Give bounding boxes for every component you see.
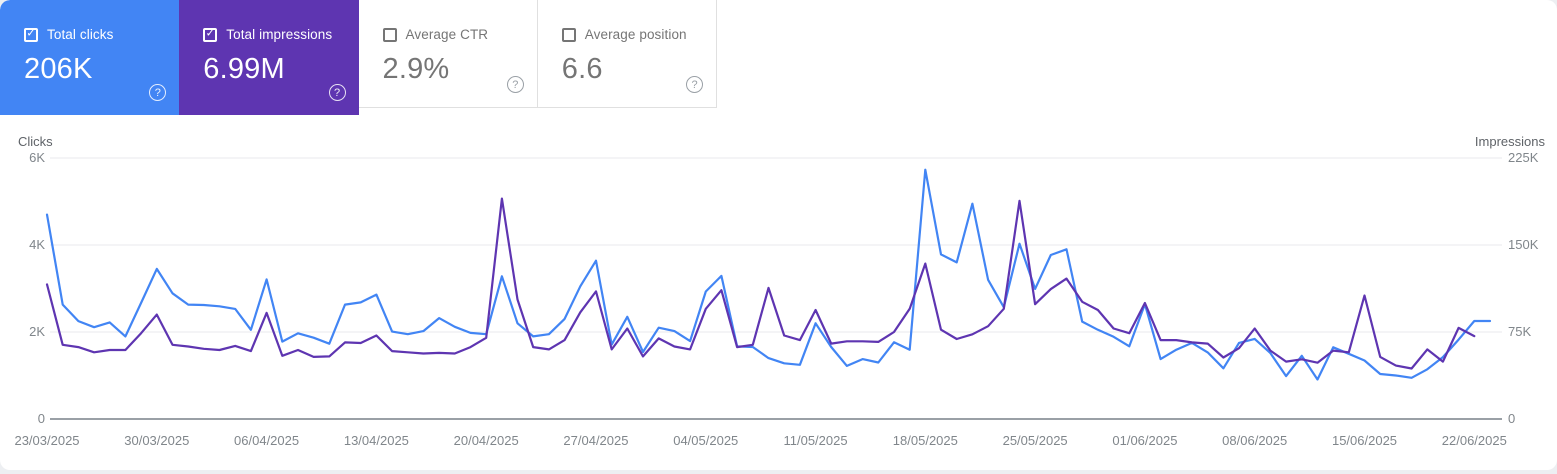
- left-axis-tick: 2K: [29, 324, 45, 339]
- right-axis-tick: 0: [1508, 411, 1516, 426]
- x-axis-label: 18/05/2025: [892, 433, 958, 448]
- help-icon[interactable]: ?: [686, 76, 703, 93]
- x-axis-label: 01/06/2025: [1112, 433, 1178, 448]
- left-axis-tick: 0: [37, 411, 45, 426]
- card-value: 206K: [24, 53, 93, 85]
- x-axis-label: 20/04/2025: [453, 433, 519, 448]
- card-value: 2.9%: [382, 53, 450, 85]
- metric-card-average-ctr[interactable]: Average CTR 2.9% ?: [358, 0, 538, 108]
- x-axis-label: 23/03/2025: [14, 433, 80, 448]
- card-label: Total clicks: [47, 27, 114, 42]
- metric-cards: ✓ Total clicks 206K ? ✓ Total impression…: [0, 0, 717, 115]
- help-icon[interactable]: ?: [506, 76, 524, 93]
- metric-card-total-impressions[interactable]: ✓ Total impressions 6.99M ?: [179, 0, 359, 115]
- x-axis-label: 30/03/2025: [124, 433, 190, 448]
- chart-plot: [45, 157, 1502, 420]
- left-axis-tick: 6K: [29, 150, 45, 165]
- checkbox-checked-icon[interactable]: ✓: [203, 27, 218, 42]
- checkbox-unchecked-icon[interactable]: [561, 27, 576, 42]
- x-axis-label: 04/05/2025: [673, 433, 739, 448]
- impressions-line: [45, 197, 1476, 370]
- right-axis-tick: 150K: [1508, 237, 1539, 252]
- right-axis-tick: 225K: [1508, 150, 1539, 165]
- checkbox-unchecked-icon[interactable]: [382, 27, 397, 42]
- x-axis-label: 22/06/2025: [1441, 433, 1507, 448]
- card-value: 6.99M: [203, 53, 285, 85]
- left-axis-tick: 4K: [29, 237, 45, 252]
- performance-chart: Clicks Impressions 6K 225K 4K 150K 2K 75K 0 0 23…: [0, 130, 1557, 470]
- x-axis-label: 08/06/2025: [1222, 433, 1288, 448]
- metric-card-total-clicks[interactable]: ✓ Total clicks 206K ?: [0, 0, 180, 115]
- check-icon: ✓: [205, 27, 215, 40]
- checkbox-checked-icon[interactable]: ✓: [24, 27, 38, 42]
- right-axis-tick: 75K: [1508, 324, 1532, 339]
- card-value: 6.6: [561, 53, 603, 85]
- metric-card-average-position[interactable]: Average position 6.6 ?: [537, 0, 717, 108]
- x-axis-label: 11/05/2025: [783, 433, 848, 448]
- right-axis-title: Impressions: [1474, 134, 1545, 149]
- x-axis-label: 06/04/2025: [234, 433, 300, 448]
- card-label: Average position: [584, 27, 687, 42]
- card-label: Total impressions: [226, 27, 333, 42]
- help-icon[interactable]: ?: [328, 84, 346, 101]
- left-axis-title: Clicks: [18, 134, 53, 149]
- check-icon: ✓: [26, 27, 36, 40]
- x-axis-label: 13/04/2025: [343, 433, 409, 448]
- clicks-line: [45, 168, 1492, 381]
- card-label: Average CTR: [405, 27, 489, 42]
- x-axis-label: 15/06/2025: [1331, 433, 1398, 448]
- x-axis-label: 27/04/2025: [563, 433, 629, 448]
- help-icon[interactable]: ?: [149, 84, 167, 101]
- x-axis-label: 25/05/2025: [1002, 433, 1068, 448]
